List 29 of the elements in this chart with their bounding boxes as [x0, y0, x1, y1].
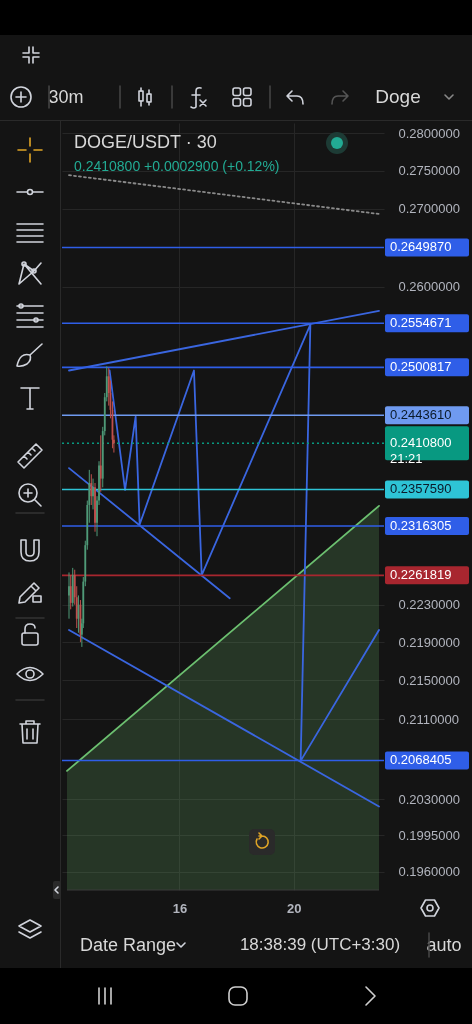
- y-tick-label: 0.1960000: [398, 864, 460, 880]
- y-tick-label: 0.2230000: [398, 597, 460, 613]
- text: 18:38:39 (UTC+3:30): [239, 935, 401, 955]
- ref-line-label: 0.2261819: [390, 567, 452, 583]
- text: DOGE/USDT · 30: [74, 132, 217, 153]
- x-tick-label: 20: [287, 900, 302, 916]
- y-tick-label: 0.2750000: [398, 163, 460, 179]
- ref-line-label: 0.2554671: [390, 315, 452, 331]
- ref-line-label: 0.2357590: [390, 481, 452, 497]
- ref-line-label: 0.2316305: [390, 518, 452, 534]
- text: auto: [426, 935, 462, 956]
- x-tick-label: 16: [172, 900, 188, 916]
- y-tick-label: 0.2190000: [398, 634, 460, 650]
- ref-line-label: 0.2410800 21:21: [390, 435, 452, 467]
- y-tick-label: 0.2110000: [398, 711, 459, 727]
- y-tick-label: 0.2800000: [398, 125, 460, 141]
- y-tick-label: 0.2700000: [398, 201, 460, 217]
- text: Date Range: [80, 935, 177, 956]
- ref-line-label: 0.2443610: [390, 407, 452, 423]
- ref-line-label: 0.2068405: [390, 752, 452, 768]
- text: Doge: [375, 86, 421, 108]
- ref-line-label: 0.2500817: [390, 359, 452, 375]
- y-tick-label: 0.2600000: [398, 279, 460, 295]
- text: 0.2410800 +0.0002900 (+0.12%): [74, 158, 280, 174]
- text: 30m: [48, 87, 84, 108]
- y-tick-label: 0.2030000: [398, 791, 460, 807]
- y-tick-label: 0.1995000: [398, 827, 460, 843]
- y-tick-label: 0.2150000: [398, 672, 460, 688]
- ref-line-label: 0.2649870: [390, 239, 452, 255]
